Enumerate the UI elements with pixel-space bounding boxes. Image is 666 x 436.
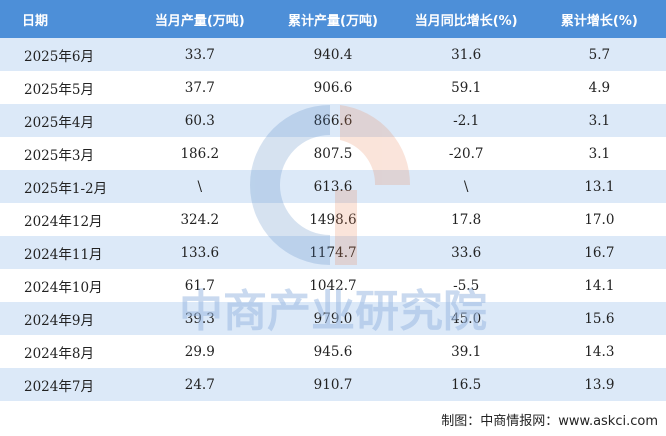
source-note: 制图：中商情报网：www.askci.com [441,414,658,429]
value-cell: 906.6 [266,71,400,104]
value-cell: 39.3 [133,302,267,335]
date-cell: 2024年9月 [0,302,134,335]
table-row: 2024年8月 29.9 945.6 39.1 14.3 [0,335,666,368]
data-table: 日期 当月产量(万吨) 累计产量(万吨) 当月同比增长(%) 累计增长(%) 2025年… [0,0,666,401]
value-cell: 14.1 [532,269,666,302]
value-cell: 3.1 [532,104,666,137]
table-row: 2024年9月 39.3 979.0 45.0 15.6 [0,302,666,335]
table-row: 2025年5月 37.7 906.6 59.1 4.9 [0,71,666,104]
value-cell: 24.7 [133,368,267,401]
table-row: 2025年3月 186.2 807.5 -20.7 3.1 [0,137,666,170]
value-cell: 16.5 [399,368,533,401]
value-cell: 5.7 [532,38,666,71]
header-cell: 累计增长(%) [532,0,666,38]
header-cell: 日期 [0,0,134,38]
value-cell: 39.1 [399,335,533,368]
header-cell: 当月产量(万吨) [133,0,267,38]
table-header: 日期 当月产量(万吨) 累计产量(万吨) 当月同比增长(%) 累计增长(%) [0,0,666,38]
value-cell: 31.6 [399,38,533,71]
value-cell: 13.1 [532,170,666,203]
date-cell: 2024年8月 [0,335,134,368]
table-row: 2024年7月 24.7 910.7 16.5 13.9 [0,368,666,401]
value-cell: 17.0 [532,203,666,236]
value-cell: 14.3 [532,335,666,368]
table-row: 2024年12月 324.2 1498.6 17.8 17.0 [0,203,666,236]
date-cell: 2024年12月 [0,203,134,236]
value-cell: 16.7 [532,236,666,269]
date-cell: 2024年10月 [0,269,134,302]
value-cell: 979.0 [266,302,400,335]
value-cell: 945.6 [266,335,400,368]
value-cell: -5.5 [399,269,533,302]
value-cell: 61.7 [133,269,267,302]
value-cell: 15.6 [532,302,666,335]
value-cell: 133.6 [133,236,267,269]
table-row: 2025年4月 60.3 866.6 -2.1 3.1 [0,104,666,137]
date-cell: 2025年4月 [0,104,134,137]
value-cell: 3.1 [532,137,666,170]
date-cell: 2024年11月 [0,236,134,269]
value-cell: 324.2 [133,203,267,236]
header-cell: 当月同比增长(%) [399,0,533,38]
date-cell: 2025年5月 [0,71,134,104]
value-cell: 29.9 [133,335,267,368]
table-row: 2024年10月 61.7 1042.7 -5.5 14.1 [0,269,666,302]
header-cell: 累计产量(万吨) [266,0,400,38]
table-row: 2024年11月 133.6 1174.7 33.6 16.7 [0,236,666,269]
value-cell: -2.1 [399,104,533,137]
value-cell: 17.8 [399,203,533,236]
value-cell: \ [133,170,267,203]
value-cell: 807.5 [266,137,400,170]
value-cell: 45.0 [399,302,533,335]
date-cell: 2024年7月 [0,368,134,401]
value-cell: 866.6 [266,104,400,137]
value-cell: 33.7 [133,38,267,71]
value-cell: 940.4 [266,38,400,71]
value-cell: 613.6 [266,170,400,203]
date-cell: 2025年3月 [0,137,134,170]
value-cell: 13.9 [532,368,666,401]
value-cell: 59.1 [399,71,533,104]
value-cell: 1174.7 [266,236,400,269]
table-body: 2025年6月 33.7 940.4 31.6 5.7 2025年5月 37.7 906.6 5… [0,38,666,401]
value-cell: 186.2 [133,137,267,170]
value-cell: 4.9 [532,71,666,104]
value-cell: 60.3 [133,104,267,137]
value-cell: 1042.7 [266,269,400,302]
date-cell: 2025年1-2月 [0,170,134,203]
date-cell: 2025年6月 [0,38,134,71]
header-row: 日期 当月产量(万吨) 累计产量(万吨) 当月同比增长(%) 累计增长(%) [0,0,666,38]
value-cell: 910.7 [266,368,400,401]
table-row: 2025年6月 33.7 940.4 31.6 5.7 [0,38,666,71]
value-cell: -20.7 [399,137,533,170]
value-cell: \ [399,170,533,203]
value-cell: 33.6 [399,236,533,269]
value-cell: 1498.6 [266,203,400,236]
table-row: 2025年1-2月 \ 613.6 \ 13.1 [0,170,666,203]
value-cell: 37.7 [133,71,267,104]
